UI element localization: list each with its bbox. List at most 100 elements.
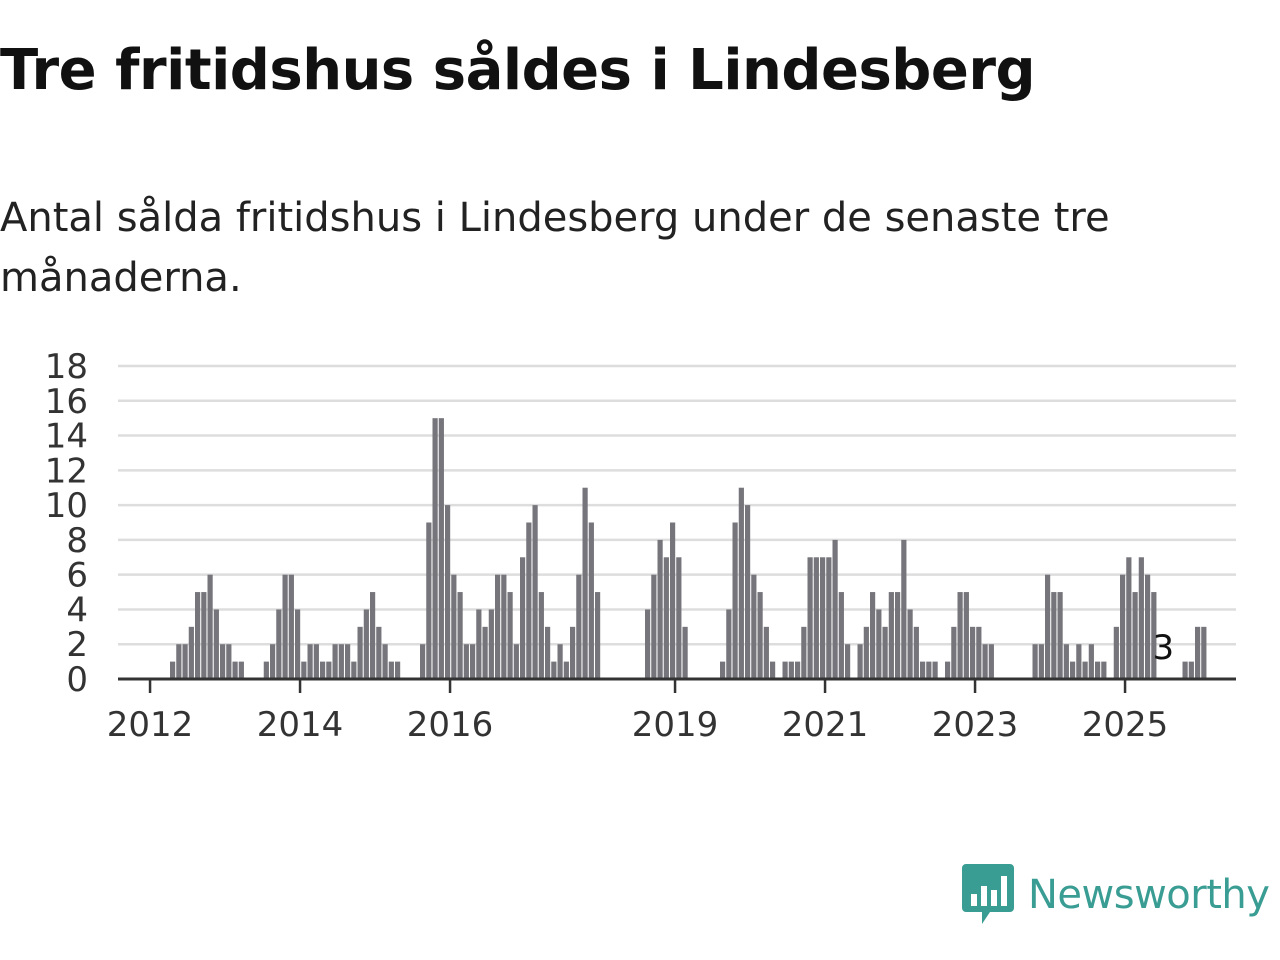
bar bbox=[663, 557, 669, 679]
bar bbox=[901, 539, 907, 679]
x-tick-label: 2014 bbox=[257, 705, 344, 745]
bar bbox=[1138, 557, 1144, 679]
bar bbox=[376, 626, 382, 679]
bar bbox=[595, 592, 601, 679]
bar bbox=[263, 661, 269, 679]
bar bbox=[832, 539, 838, 679]
bar bbox=[463, 644, 469, 679]
bar bbox=[207, 574, 213, 679]
bar bbox=[820, 557, 826, 679]
bar bbox=[470, 644, 476, 679]
bar bbox=[763, 626, 769, 679]
highlight-value-label: 3 bbox=[1153, 628, 1175, 668]
bar bbox=[295, 609, 301, 679]
bar bbox=[488, 609, 494, 679]
bar bbox=[1195, 626, 1201, 679]
bar bbox=[1038, 644, 1044, 679]
bar bbox=[738, 487, 744, 679]
bar bbox=[538, 592, 544, 679]
y-tick-label: 10 bbox=[45, 486, 88, 526]
bar bbox=[582, 487, 588, 679]
bar bbox=[957, 592, 963, 679]
bar bbox=[557, 644, 563, 679]
bar bbox=[563, 661, 569, 679]
bar bbox=[476, 609, 482, 679]
bar bbox=[363, 609, 369, 679]
bar bbox=[745, 505, 751, 679]
x-tick-label: 2012 bbox=[107, 705, 194, 745]
bar bbox=[682, 626, 688, 679]
bar bbox=[807, 557, 813, 679]
bar bbox=[1126, 557, 1132, 679]
bar bbox=[170, 661, 176, 679]
bar bbox=[507, 592, 513, 679]
bar bbox=[1070, 661, 1076, 679]
bar bbox=[445, 505, 451, 679]
bar bbox=[676, 557, 682, 679]
bar bbox=[870, 592, 876, 679]
bar bbox=[838, 592, 844, 679]
bar bbox=[382, 644, 388, 679]
bar bbox=[857, 644, 863, 679]
bar bbox=[451, 574, 457, 679]
bar bbox=[1201, 626, 1207, 679]
brand-name: Newsworthy bbox=[1028, 872, 1270, 918]
bar bbox=[182, 644, 188, 679]
bar bbox=[651, 574, 657, 679]
newsworthy-logo: Newsworthy bbox=[962, 864, 1270, 926]
bar bbox=[1082, 661, 1088, 679]
bar bbox=[1113, 626, 1119, 679]
bar bbox=[288, 574, 294, 679]
bar bbox=[551, 661, 557, 679]
bar bbox=[176, 644, 182, 679]
bar bbox=[438, 418, 444, 679]
bar bbox=[313, 644, 319, 679]
bar bbox=[320, 661, 326, 679]
bar bbox=[201, 592, 207, 679]
bar bbox=[426, 522, 432, 679]
bar bbox=[532, 505, 538, 679]
bar bbox=[1101, 661, 1107, 679]
bar bbox=[645, 609, 651, 679]
bar bbox=[1145, 574, 1151, 679]
bar bbox=[238, 661, 244, 679]
bar bbox=[482, 626, 488, 679]
bar bbox=[670, 522, 676, 679]
bar bbox=[588, 522, 594, 679]
bar bbox=[1063, 644, 1069, 679]
bar bbox=[513, 644, 519, 679]
bar bbox=[770, 661, 776, 679]
bar bbox=[907, 609, 913, 679]
y-tick-label: 2 bbox=[66, 625, 88, 665]
bar bbox=[876, 609, 882, 679]
bar bbox=[576, 574, 582, 679]
bar bbox=[220, 644, 226, 679]
chart-subtitle: Antal sålda fritidshus i Lindesberg unde… bbox=[0, 195, 1110, 301]
bar bbox=[520, 557, 526, 679]
bar bbox=[1051, 592, 1057, 679]
bar bbox=[795, 661, 801, 679]
bar bbox=[495, 574, 501, 679]
bar bbox=[751, 574, 757, 679]
bar bbox=[657, 539, 663, 679]
bar bbox=[338, 644, 344, 679]
bar bbox=[970, 626, 976, 679]
bar bbox=[926, 661, 932, 679]
bar bbox=[1045, 574, 1051, 679]
annotations: 3 bbox=[1153, 628, 1175, 668]
bar bbox=[195, 592, 201, 679]
bar bbox=[282, 574, 288, 679]
bar bbox=[863, 626, 869, 679]
bar bbox=[232, 661, 238, 679]
bar bbox=[1057, 592, 1063, 679]
bar bbox=[388, 661, 394, 679]
bar bbox=[457, 592, 463, 679]
bar bbox=[351, 661, 357, 679]
bar bbox=[526, 522, 532, 679]
y-tick-label: 16 bbox=[45, 382, 88, 422]
bar bbox=[951, 626, 957, 679]
bar bbox=[913, 626, 919, 679]
bar bbox=[570, 626, 576, 679]
bar bbox=[226, 644, 232, 679]
